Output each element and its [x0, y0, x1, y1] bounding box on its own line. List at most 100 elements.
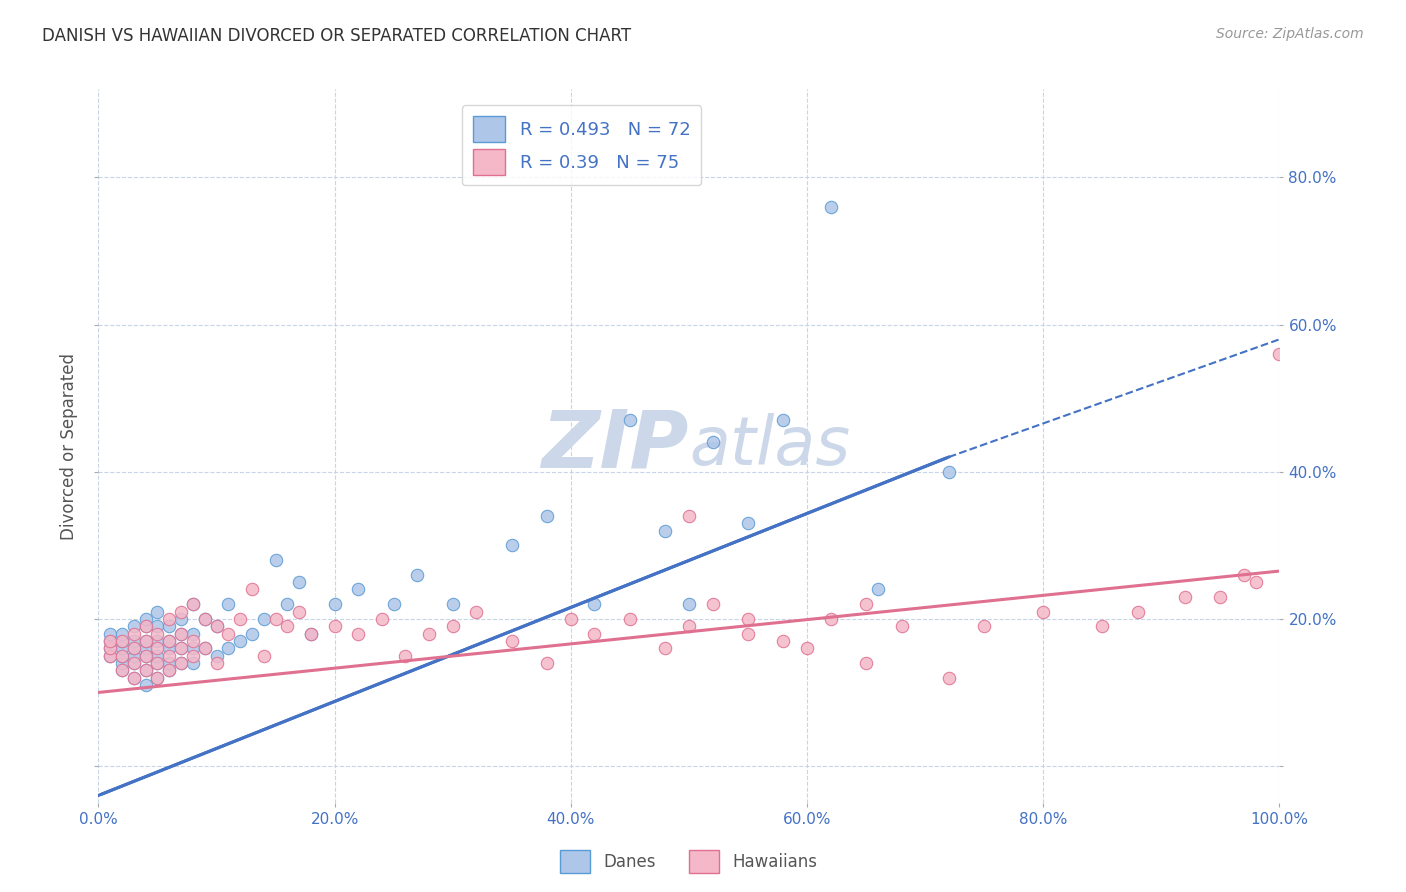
Point [146, 634, 169, 648]
Point [122, 671, 145, 685]
Point [796, 641, 818, 656]
Point [1209, 590, 1232, 604]
Point [146, 626, 169, 640]
Point [240, 582, 263, 597]
Point [217, 597, 239, 611]
Point [122, 619, 145, 633]
Point [1126, 605, 1149, 619]
Point [702, 597, 724, 611]
Point [157, 664, 180, 678]
Point [583, 597, 606, 611]
Point [135, 634, 157, 648]
Point [98, 641, 121, 656]
Point [181, 656, 204, 670]
Point [135, 612, 157, 626]
Point [146, 656, 169, 670]
Point [347, 582, 370, 597]
Point [299, 626, 322, 640]
Point [855, 656, 877, 670]
Point [347, 626, 370, 640]
Point [181, 634, 204, 648]
Point [135, 619, 157, 633]
Legend: Danes, Hawaiians: Danes, Hawaiians [554, 843, 824, 880]
Point [264, 612, 287, 626]
Point [253, 648, 276, 663]
Point [323, 597, 346, 611]
Point [820, 200, 842, 214]
Point [678, 597, 700, 611]
Point [122, 656, 145, 670]
Point [122, 634, 145, 648]
Point [170, 656, 193, 670]
Point [135, 664, 157, 678]
Point [194, 641, 217, 656]
Point [111, 664, 134, 678]
Point [181, 597, 204, 611]
Point [194, 641, 217, 656]
Point [1032, 605, 1054, 619]
Point [253, 612, 276, 626]
Point [217, 626, 239, 640]
Point [170, 656, 193, 670]
Point [122, 626, 145, 640]
Point [111, 656, 134, 670]
Point [205, 619, 228, 633]
Point [406, 567, 429, 582]
Point [146, 656, 169, 670]
Point [418, 626, 440, 640]
Point [866, 582, 889, 597]
Point [240, 626, 263, 640]
Point [98, 648, 121, 663]
Point [122, 671, 145, 685]
Point [702, 435, 724, 450]
Point [1091, 619, 1114, 633]
Point [157, 656, 180, 670]
Point [1268, 347, 1291, 361]
Point [772, 413, 794, 427]
Point [98, 648, 121, 663]
Point [181, 626, 204, 640]
Point [146, 641, 169, 656]
Point [938, 465, 960, 479]
Point [678, 508, 700, 523]
Point [122, 641, 145, 656]
Point [276, 597, 298, 611]
Point [170, 605, 193, 619]
Point [560, 612, 582, 626]
Point [170, 626, 193, 640]
Point [135, 619, 157, 633]
Point [146, 671, 169, 685]
Point [678, 619, 700, 633]
Point [299, 626, 322, 640]
Point [111, 626, 134, 640]
Point [135, 641, 157, 656]
Point [135, 648, 157, 663]
Point [229, 634, 252, 648]
Point [146, 605, 169, 619]
Point [146, 648, 169, 663]
Point [465, 605, 488, 619]
Point [170, 612, 193, 626]
Point [890, 619, 912, 633]
Point [229, 612, 252, 626]
Point [288, 575, 311, 590]
Point [157, 664, 180, 678]
Point [157, 612, 180, 626]
Point [583, 626, 606, 640]
Point [820, 612, 842, 626]
Point [441, 619, 464, 633]
Point [217, 641, 239, 656]
Point [772, 634, 794, 648]
Point [619, 413, 641, 427]
Point [122, 656, 145, 670]
Point [619, 612, 641, 626]
Point [1174, 590, 1197, 604]
Point [737, 612, 759, 626]
Point [146, 671, 169, 685]
Point [122, 648, 145, 663]
Point [111, 648, 134, 663]
Point [111, 634, 134, 648]
Point [157, 619, 180, 633]
Text: atlas: atlas [689, 413, 851, 479]
Point [122, 641, 145, 656]
